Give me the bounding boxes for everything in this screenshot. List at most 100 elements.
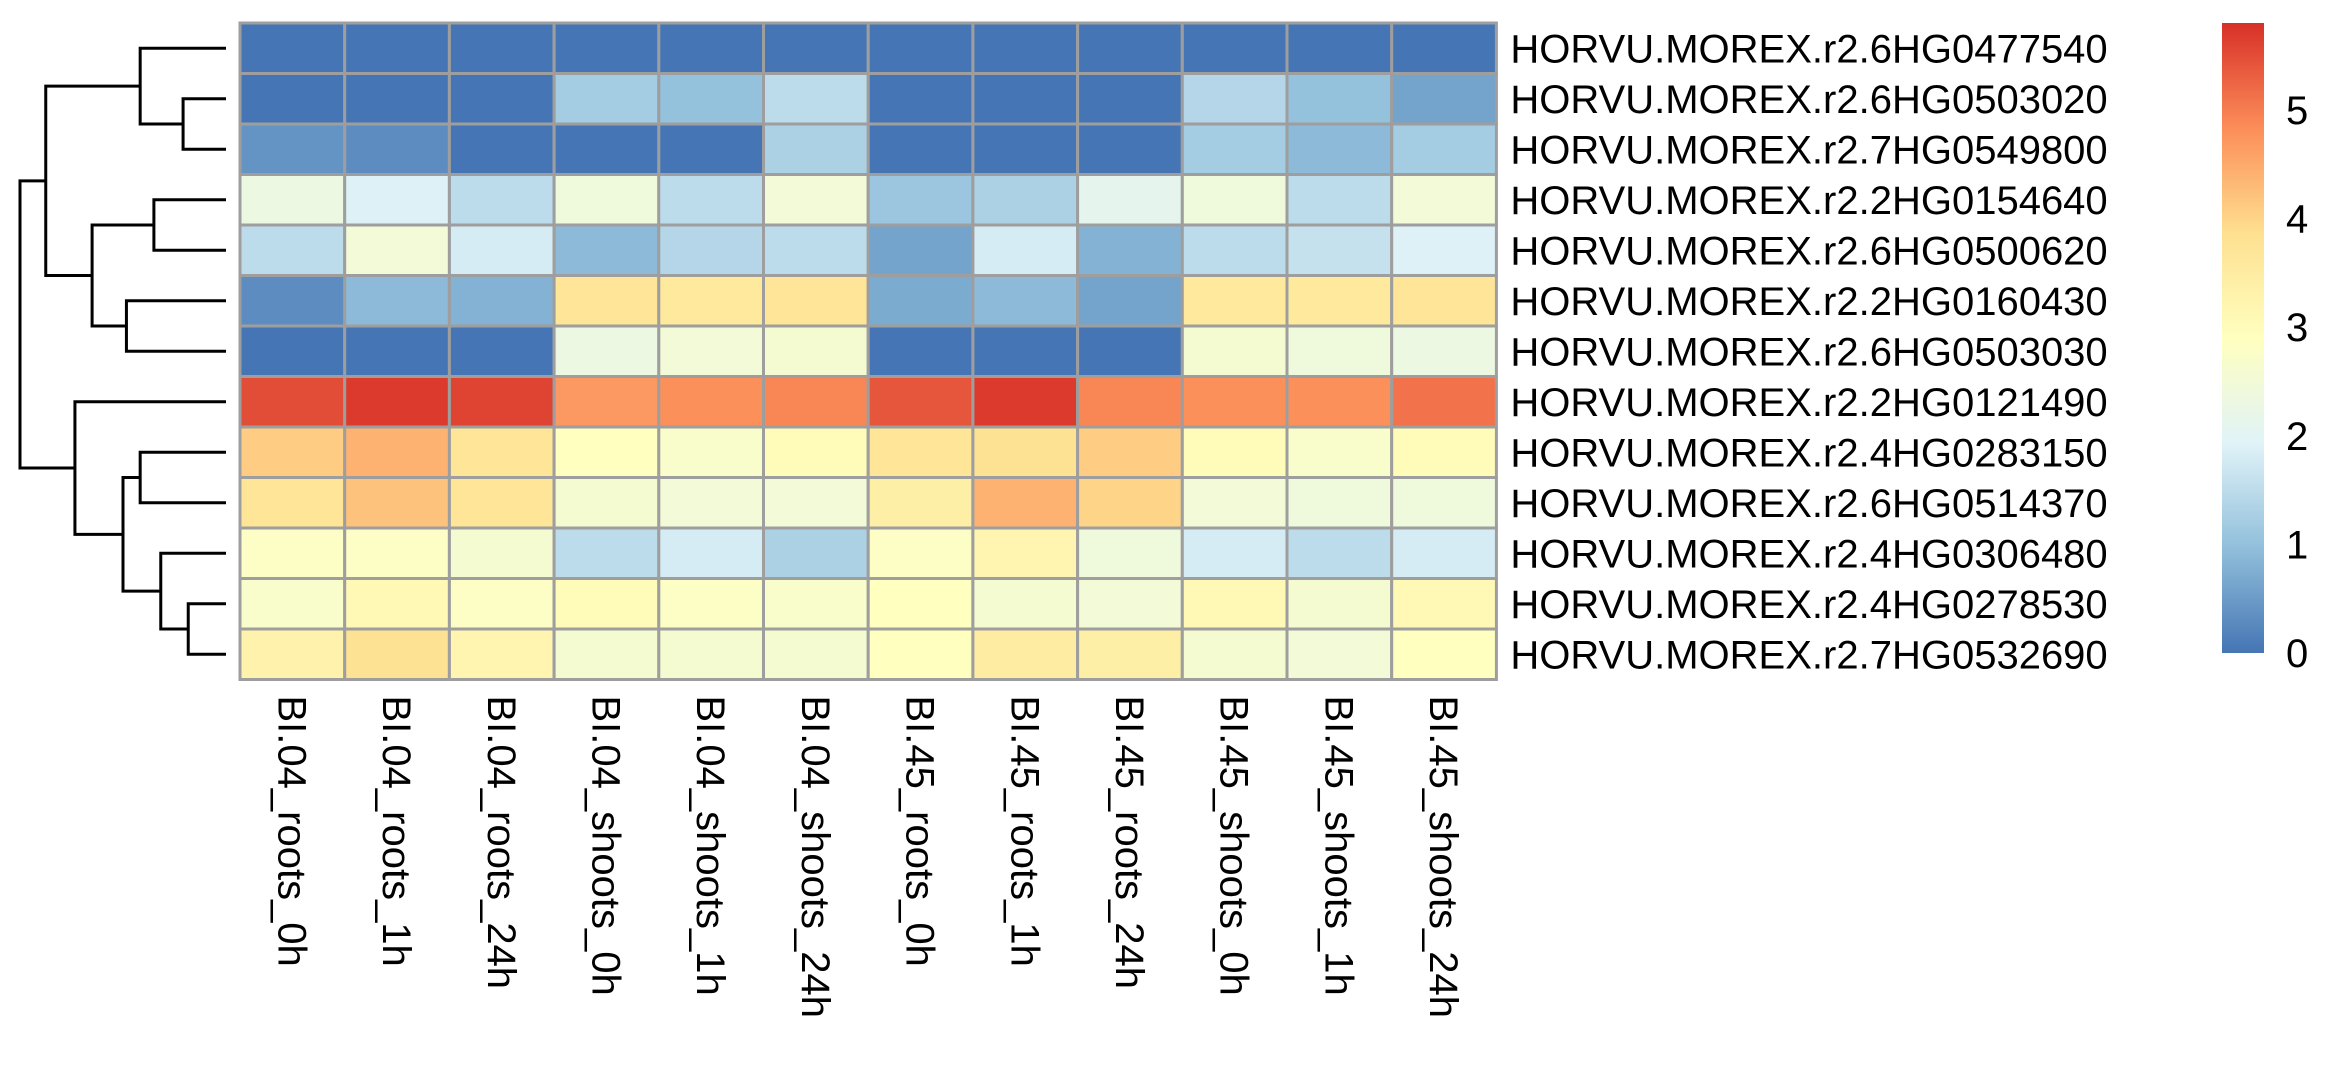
heatmap-cell bbox=[866, 577, 975, 631]
heatmap-cell bbox=[1390, 21, 1498, 75]
heatmap-cell bbox=[1180, 577, 1289, 631]
heatmap-cell bbox=[552, 274, 661, 328]
heatmap-cell bbox=[238, 526, 347, 580]
heatmap-cell bbox=[1180, 324, 1289, 378]
heatmap-cell bbox=[1180, 122, 1289, 176]
heatmap-cell bbox=[552, 72, 661, 126]
heatmap-cell bbox=[552, 476, 661, 530]
heatmap-cell bbox=[238, 223, 347, 277]
heatmap-cell bbox=[238, 425, 347, 479]
color-legend: 0 1 2 3 4 5 bbox=[2222, 23, 2308, 676]
heatmap-cell bbox=[866, 425, 975, 479]
row-label: HORVU.MOREX.r2.7HG0549800 bbox=[1510, 128, 2107, 172]
heatmap-cell bbox=[866, 526, 975, 580]
heatmap-cell bbox=[238, 122, 347, 176]
heatmap-cell bbox=[1285, 627, 1394, 681]
heatmap-cell bbox=[1285, 122, 1394, 176]
heatmap-cell bbox=[447, 476, 556, 530]
heatmap-cell bbox=[657, 476, 765, 530]
heatmap-cell bbox=[447, 577, 556, 631]
heatmap-cell bbox=[657, 425, 765, 479]
heatmap-cell bbox=[657, 173, 765, 227]
heatmap-cell bbox=[1390, 72, 1498, 126]
heatmap-cell bbox=[1180, 72, 1289, 126]
heatmap-cell bbox=[343, 526, 451, 580]
heatmap-cell bbox=[657, 375, 765, 429]
heatmap-cell bbox=[657, 72, 765, 126]
heatmap-cell bbox=[343, 21, 451, 75]
heatmap-cell bbox=[1076, 627, 1184, 681]
heatmap-cell bbox=[762, 72, 870, 126]
heatmap-cell bbox=[657, 627, 765, 681]
heatmap-cell bbox=[447, 324, 556, 378]
heatmap-cell bbox=[657, 577, 765, 631]
heatmap-cell bbox=[447, 375, 556, 429]
heatmap-cell bbox=[971, 526, 1080, 580]
heatmap-cell bbox=[1180, 476, 1289, 530]
heatmap-cell bbox=[971, 425, 1080, 479]
heatmap-cell bbox=[1390, 476, 1498, 530]
heatmap-cell bbox=[552, 627, 661, 681]
heatmap-cell bbox=[1390, 627, 1498, 681]
column-label: BI.04_shoots_1h bbox=[688, 696, 732, 996]
heatmap-cell bbox=[1076, 274, 1184, 328]
heatmap-cell bbox=[552, 173, 661, 227]
heatmap-cell bbox=[552, 577, 661, 631]
dendrogram-branch bbox=[18, 179, 75, 470]
row-label: HORVU.MOREX.r2.2HG0121490 bbox=[1510, 381, 2107, 425]
heatmap-cell bbox=[866, 375, 975, 429]
heatmap-cell bbox=[447, 122, 556, 176]
row-label: HORVU.MOREX.r2.6HG0503030 bbox=[1510, 330, 2107, 374]
heatmap-cell bbox=[1390, 375, 1498, 429]
heatmap-cell bbox=[343, 274, 451, 328]
heatmap-cell bbox=[343, 173, 451, 227]
heatmap-cell bbox=[1180, 223, 1289, 277]
heatmap-cell bbox=[1285, 173, 1394, 227]
dendrogram-branch bbox=[138, 450, 226, 505]
legend-tick-label: 0 bbox=[2286, 632, 2308, 676]
heatmap-cell bbox=[1180, 425, 1289, 479]
heatmap-cell bbox=[762, 324, 870, 378]
legend-tick-label: 1 bbox=[2286, 523, 2308, 567]
heatmap-cell bbox=[971, 223, 1080, 277]
row-label: HORVU.MOREX.r2.6HG0514370 bbox=[1510, 482, 2107, 526]
heatmap-cell bbox=[1390, 274, 1498, 328]
row-dendrogram bbox=[18, 46, 226, 656]
heatmap-cell bbox=[1076, 223, 1184, 277]
heatmap-cell bbox=[343, 425, 451, 479]
heatmap-cell bbox=[343, 627, 451, 681]
heatmap-cell bbox=[866, 476, 975, 530]
heatmap-cell bbox=[447, 425, 556, 479]
column-label: BI.45_roots_24h bbox=[1107, 696, 1151, 990]
heatmap-cell bbox=[866, 173, 975, 227]
column-label: BI.45_shoots_24h bbox=[1421, 696, 1465, 1018]
heatmap-cell bbox=[1390, 122, 1498, 176]
heatmap-cell bbox=[762, 274, 870, 328]
heatmap-cell bbox=[866, 627, 975, 681]
heatmap-cell bbox=[238, 274, 347, 328]
heatmap-cell bbox=[971, 72, 1080, 126]
heatmap-cell bbox=[1076, 375, 1184, 429]
column-labels: BI.04_roots_0h BI.04_roots_1h BI.04_roots_… bbox=[269, 696, 1465, 1018]
heatmap-cell bbox=[1076, 476, 1184, 530]
row-label: HORVU.MOREX.r2.4HG0278530 bbox=[1510, 583, 2107, 627]
heatmap-cell bbox=[238, 324, 347, 378]
heatmap-cell bbox=[971, 324, 1080, 378]
heatmap-cell bbox=[762, 173, 870, 227]
heatmap-cell bbox=[343, 577, 451, 631]
heatmap-cell bbox=[762, 577, 870, 631]
legend-tick-label: 5 bbox=[2286, 89, 2308, 133]
heatmap-cell bbox=[1180, 173, 1289, 227]
heatmap-cell bbox=[1285, 324, 1394, 378]
row-label: HORVU.MOREX.r2.2HG0160430 bbox=[1510, 280, 2107, 324]
heatmap-cell bbox=[1076, 425, 1184, 479]
column-label: BI.04_roots_24h bbox=[479, 696, 523, 990]
heatmap-cell bbox=[238, 173, 347, 227]
column-label: BI.04_roots_0h bbox=[269, 696, 313, 967]
heatmap-cell bbox=[552, 526, 661, 580]
column-label: BI.04_shoots_0h bbox=[583, 696, 627, 996]
dendrogram-branch bbox=[124, 299, 226, 353]
heatmap-cell bbox=[238, 627, 347, 681]
heatmap-cell bbox=[971, 627, 1080, 681]
heatmap-cell bbox=[866, 122, 975, 176]
